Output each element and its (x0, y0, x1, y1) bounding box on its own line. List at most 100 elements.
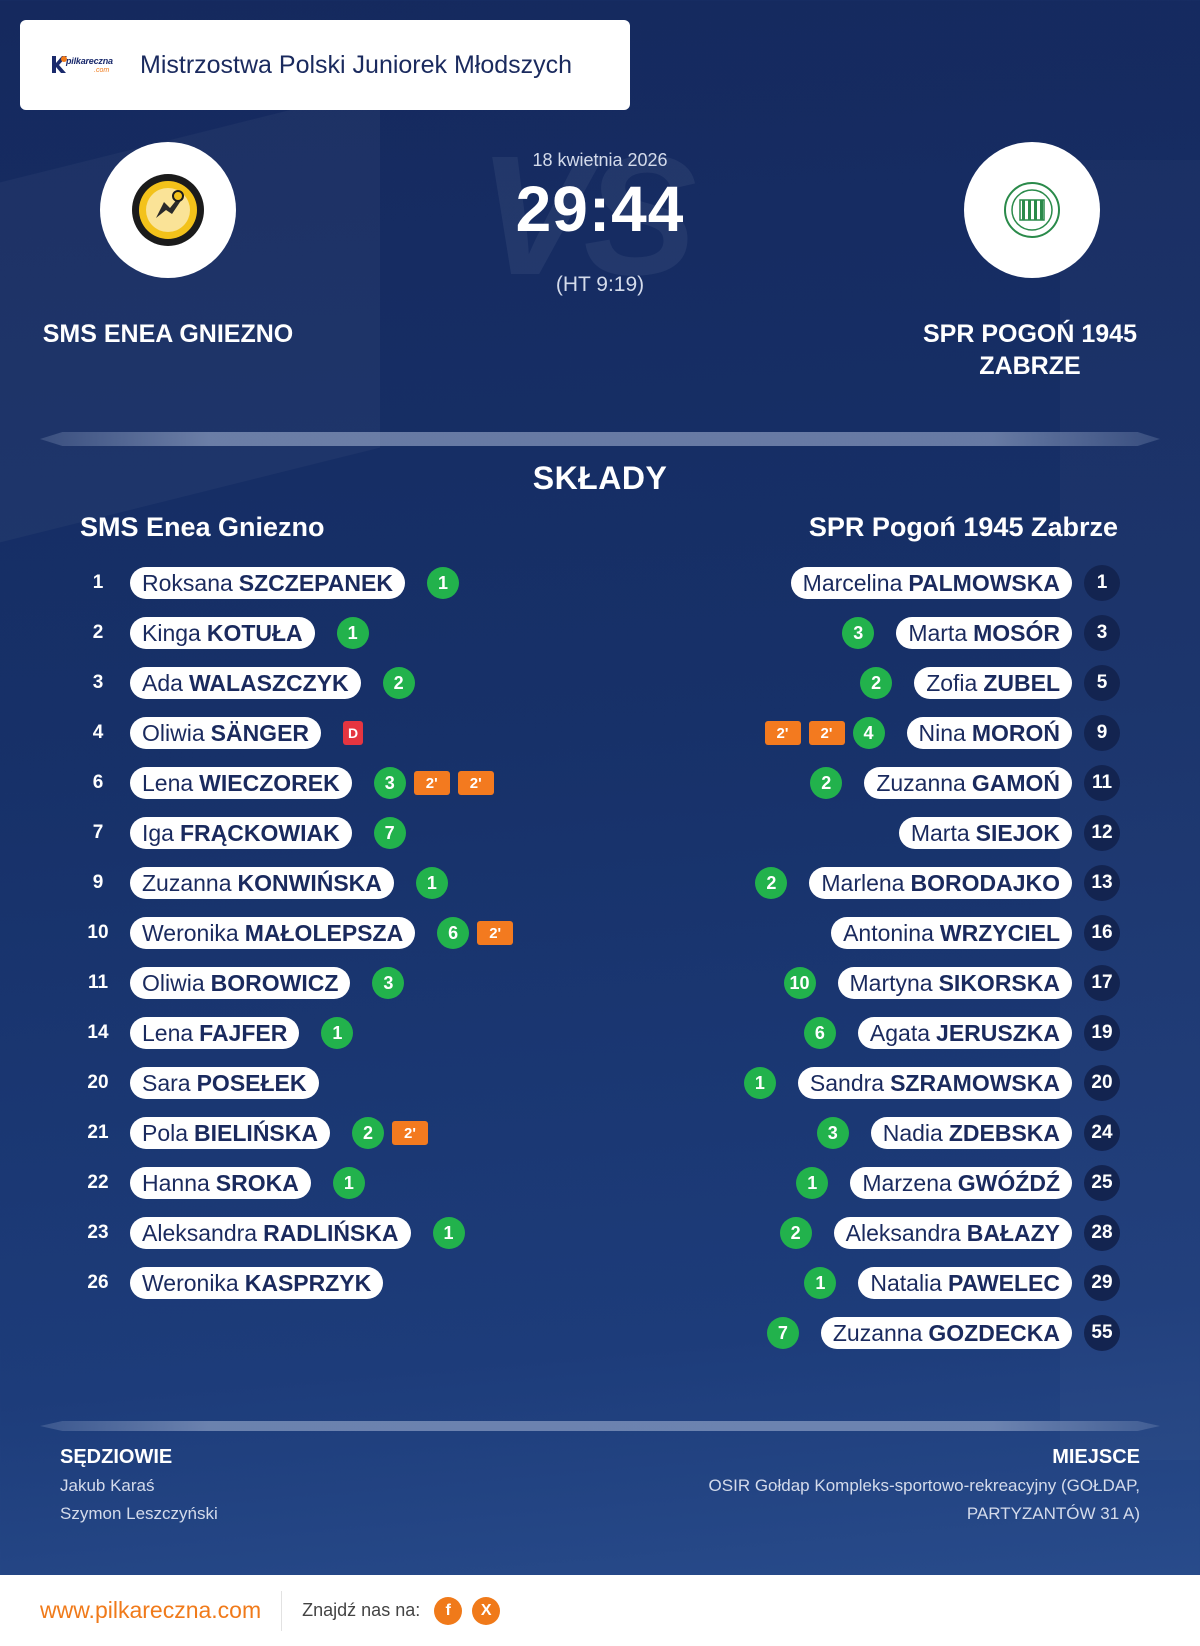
site-link[interactable]: www.pilkareczna.com (40, 1597, 262, 1623)
player-name[interactable]: Zofia ZUBEL (914, 667, 1072, 699)
away-lineup-title: SPR Pogoń 1945 Zabrze (808, 512, 1118, 542)
player-number: 26 (87, 1272, 109, 1293)
player-name[interactable]: Nadia ZDEBSKA (870, 1117, 1072, 1149)
player-stats: 1 (432, 1217, 473, 1249)
penalty-badge: 2' (392, 1121, 428, 1145)
goals-badge: 1 (432, 1217, 465, 1249)
player-last-name: MOROŃ (971, 719, 1060, 746)
home-roster: 1 Roksana SZCZEPANEK 1 2 Kinga KOTUŁA 1 3 Ada WALA… (80, 558, 600, 1308)
brand-name: pilkareczna (66, 56, 113, 66)
player-stats: 1 (336, 617, 377, 649)
player-name[interactable]: Marzena GWÓŹDŹ (850, 1167, 1072, 1199)
player-number: 1 (92, 572, 104, 593)
player-last-name: SIKORSKA (938, 969, 1060, 996)
goals-badge: 1 (796, 1167, 829, 1199)
player-number: 20 (1084, 1065, 1120, 1101)
player-first-name: Roksana (142, 569, 233, 596)
player-row: 29 Natalia PAWELEC 1 (600, 1258, 1120, 1308)
player-first-name: Oliwia (142, 719, 205, 746)
player-first-name: Marcelina (802, 569, 903, 596)
player-name[interactable]: Ada WALASZCZYK (130, 667, 361, 699)
player-name[interactable]: Agata JERUSZKA (857, 1017, 1072, 1049)
player-last-name: ZUBEL (983, 669, 1060, 696)
player-row: 9 Nina MOROŃ 4 2' 2' (600, 708, 1120, 758)
footer: www.pilkareczna.com Znajdź nas na: f X (0, 1575, 1200, 1646)
player-name[interactable]: Marta SIEJOK (898, 817, 1072, 849)
player-name[interactable]: Lena FAJFER (130, 1017, 300, 1049)
player-row: 21 Pola BIELIŃSKA 2 2' (80, 1108, 600, 1158)
player-row: 1 Roksana SZCZEPANEK 1 (80, 558, 600, 608)
player-last-name: BAŁAZY (966, 1219, 1060, 1246)
x-icon[interactable]: X (472, 1596, 501, 1625)
header-card: pilkareczna .com Mistrzostwa Polski Juni… (20, 20, 630, 110)
player-last-name: WRZYCIEL (939, 919, 1060, 946)
player-first-name: Zuzanna (832, 1319, 923, 1346)
player-last-name: PAWELEC (947, 1269, 1060, 1296)
player-row: 25 Marzena GWÓŹDŹ 1 (600, 1158, 1120, 1208)
player-last-name: BORODAJKO (910, 869, 1060, 896)
venue-title: MIEJSCE (1052, 1446, 1140, 1468)
player-name[interactable]: Hanna SROKA (130, 1167, 311, 1199)
player-name[interactable]: Roksana SZCZEPANEK (130, 567, 405, 599)
player-name[interactable]: Aleksandra BAŁAZY (833, 1217, 1072, 1249)
away-team-name-line1: SPR POGOŃ 1945 (923, 320, 1137, 348)
player-last-name: FAJFER (199, 1019, 288, 1046)
player-name[interactable]: Pola BIELIŃSKA (130, 1117, 330, 1149)
player-name[interactable]: Iga FRĄCKOWIAK (130, 817, 352, 849)
player-stats: 3 (834, 617, 875, 649)
player-name[interactable]: Zuzanna KONWIŃSKA (130, 867, 394, 899)
away-team-logo[interactable] (964, 142, 1100, 278)
competition-title: Mistrzostwa Polski Juniorek Młodszych (140, 50, 573, 79)
player-name[interactable]: Zuzanna GOZDECKA (820, 1317, 1072, 1349)
player-number: 20 (87, 1072, 109, 1093)
player-first-name: Oliwia (142, 969, 205, 996)
player-name[interactable]: Oliwia BOROWICZ (130, 967, 351, 999)
home-team-logo[interactable] (100, 142, 236, 278)
player-name[interactable]: Weronika KASPRZYK (130, 1267, 384, 1299)
player-name[interactable]: Aleksandra RADLIŃSKA (130, 1217, 411, 1249)
goals-badge: 2 (810, 767, 843, 799)
player-number: 5 (1084, 665, 1120, 701)
player-name[interactable]: Kinga KOTUŁA (130, 617, 315, 649)
player-name[interactable]: Marlena BORODAJKO (809, 867, 1072, 899)
brand-logo[interactable]: pilkareczna .com (50, 52, 120, 78)
player-name[interactable]: Nina MOROŃ (906, 717, 1072, 749)
player-first-name: Marlena (821, 869, 905, 896)
player-name[interactable]: Martyna SIKORSKA (837, 967, 1072, 999)
lineups-title: SKŁADY (532, 460, 668, 496)
player-number: 3 (1084, 615, 1120, 651)
player-name[interactable]: Weronika MAŁOLEPSZA (130, 917, 416, 949)
player-last-name: SZCZEPANEK (238, 569, 393, 596)
player-row: 5 Zofia ZUBEL 2 (600, 658, 1120, 708)
player-name[interactable]: Oliwia SÄNGER (130, 717, 322, 749)
player-name[interactable]: Sara POSEŁEK (130, 1067, 319, 1099)
player-name[interactable]: Marcelina PALMOWSKA (790, 567, 1072, 599)
facebook-icon[interactable]: f (434, 1596, 463, 1625)
away-team-name[interactable]: SPR POGOŃ 1945 ZABRZE (880, 318, 1180, 382)
player-last-name: BIELIŃSKA (194, 1119, 318, 1146)
player-stats: 2 (852, 667, 893, 699)
brand-suffix: .com (94, 67, 110, 74)
player-name[interactable]: Antonina WRZYCIEL (831, 917, 1072, 949)
player-name[interactable]: Lena WIECZOREK (130, 767, 352, 799)
home-team-name[interactable]: SMS ENEA GNIEZNO (18, 318, 318, 350)
player-name[interactable]: Sandra SZRAMOWSKA (797, 1067, 1072, 1099)
player-stats: 2 (802, 767, 843, 799)
player-row: 4 Oliwia SÄNGER D (80, 708, 600, 758)
player-last-name: MOSÓR (973, 619, 1060, 646)
player-name[interactable]: Marta MOSÓR (896, 617, 1072, 649)
player-last-name: POSEŁEK (196, 1069, 307, 1096)
player-first-name: Hanna (142, 1169, 210, 1196)
player-name[interactable]: Natalia PAWELEC (858, 1267, 1072, 1299)
player-name[interactable]: Zuzanna GAMOŃ (864, 767, 1072, 799)
goals-badge: 7 (373, 817, 406, 849)
player-number: 16 (1084, 915, 1120, 951)
player-number: 22 (87, 1172, 109, 1193)
player-number: 24 (1084, 1115, 1120, 1151)
home-team-name-text: SMS ENEA GNIEZNO (42, 320, 294, 348)
penalty-badge: 2' (764, 721, 801, 745)
player-stats: 7 (759, 1317, 799, 1349)
red-card-badge: D (343, 721, 364, 745)
goals-badge: 1 (332, 1167, 365, 1199)
brand-k-icon (52, 56, 67, 73)
